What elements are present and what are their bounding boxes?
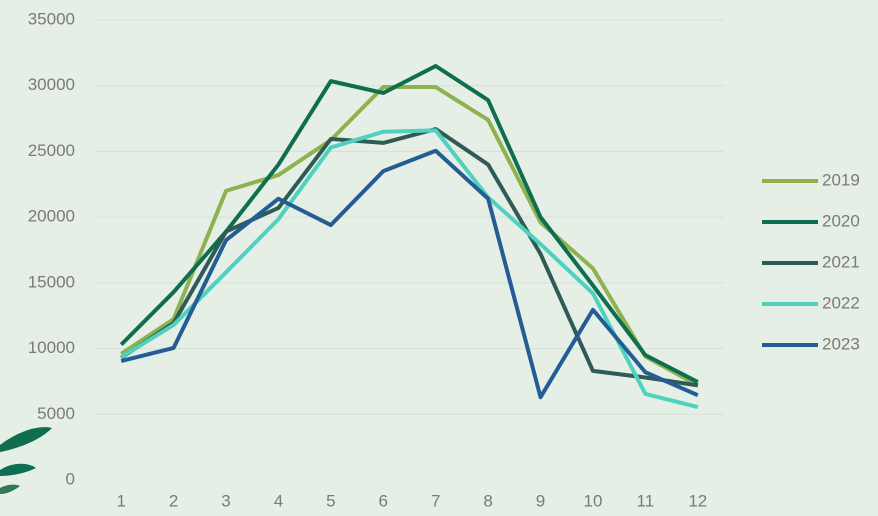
- series-line: [121, 151, 698, 397]
- legend-label: 2022: [822, 293, 860, 312]
- x-tick-label: 8: [483, 491, 492, 510]
- y-tick-label: 30000: [28, 75, 75, 94]
- chart: 0500010000150002000025000300003500012345…: [0, 0, 878, 516]
- y-tick-label: 0: [66, 469, 75, 488]
- x-tick-label: 9: [536, 491, 545, 510]
- legend-label: 2019: [822, 170, 860, 189]
- y-tick-label: 35000: [28, 9, 75, 28]
- x-tick-label: 1: [116, 491, 125, 510]
- x-tick-label: 11: [637, 491, 655, 510]
- legend-label: 2021: [822, 252, 860, 271]
- series-line: [121, 129, 698, 385]
- legend-label: 2020: [822, 211, 860, 230]
- y-tick-label: 20000: [28, 207, 75, 226]
- y-tick-label: 15000: [28, 272, 75, 291]
- y-tick-label: 5000: [37, 404, 75, 423]
- series-line: [121, 130, 698, 407]
- x-tick-label: 5: [326, 491, 335, 510]
- x-tick-label: 7: [431, 491, 440, 510]
- x-tick-label: 4: [274, 491, 283, 510]
- x-tick-label: 12: [688, 491, 707, 510]
- x-tick-label: 6: [379, 491, 388, 510]
- legend-label: 2023: [822, 334, 860, 353]
- x-tick-label: 3: [221, 491, 230, 510]
- decoration: [0, 427, 52, 494]
- x-tick-label: 2: [169, 491, 178, 510]
- x-tick-label: 10: [583, 491, 602, 510]
- y-tick-label: 25000: [28, 141, 75, 160]
- y-tick-label: 10000: [28, 338, 75, 357]
- page: {"chart_data": {"type": "line", "categor…: [0, 0, 878, 516]
